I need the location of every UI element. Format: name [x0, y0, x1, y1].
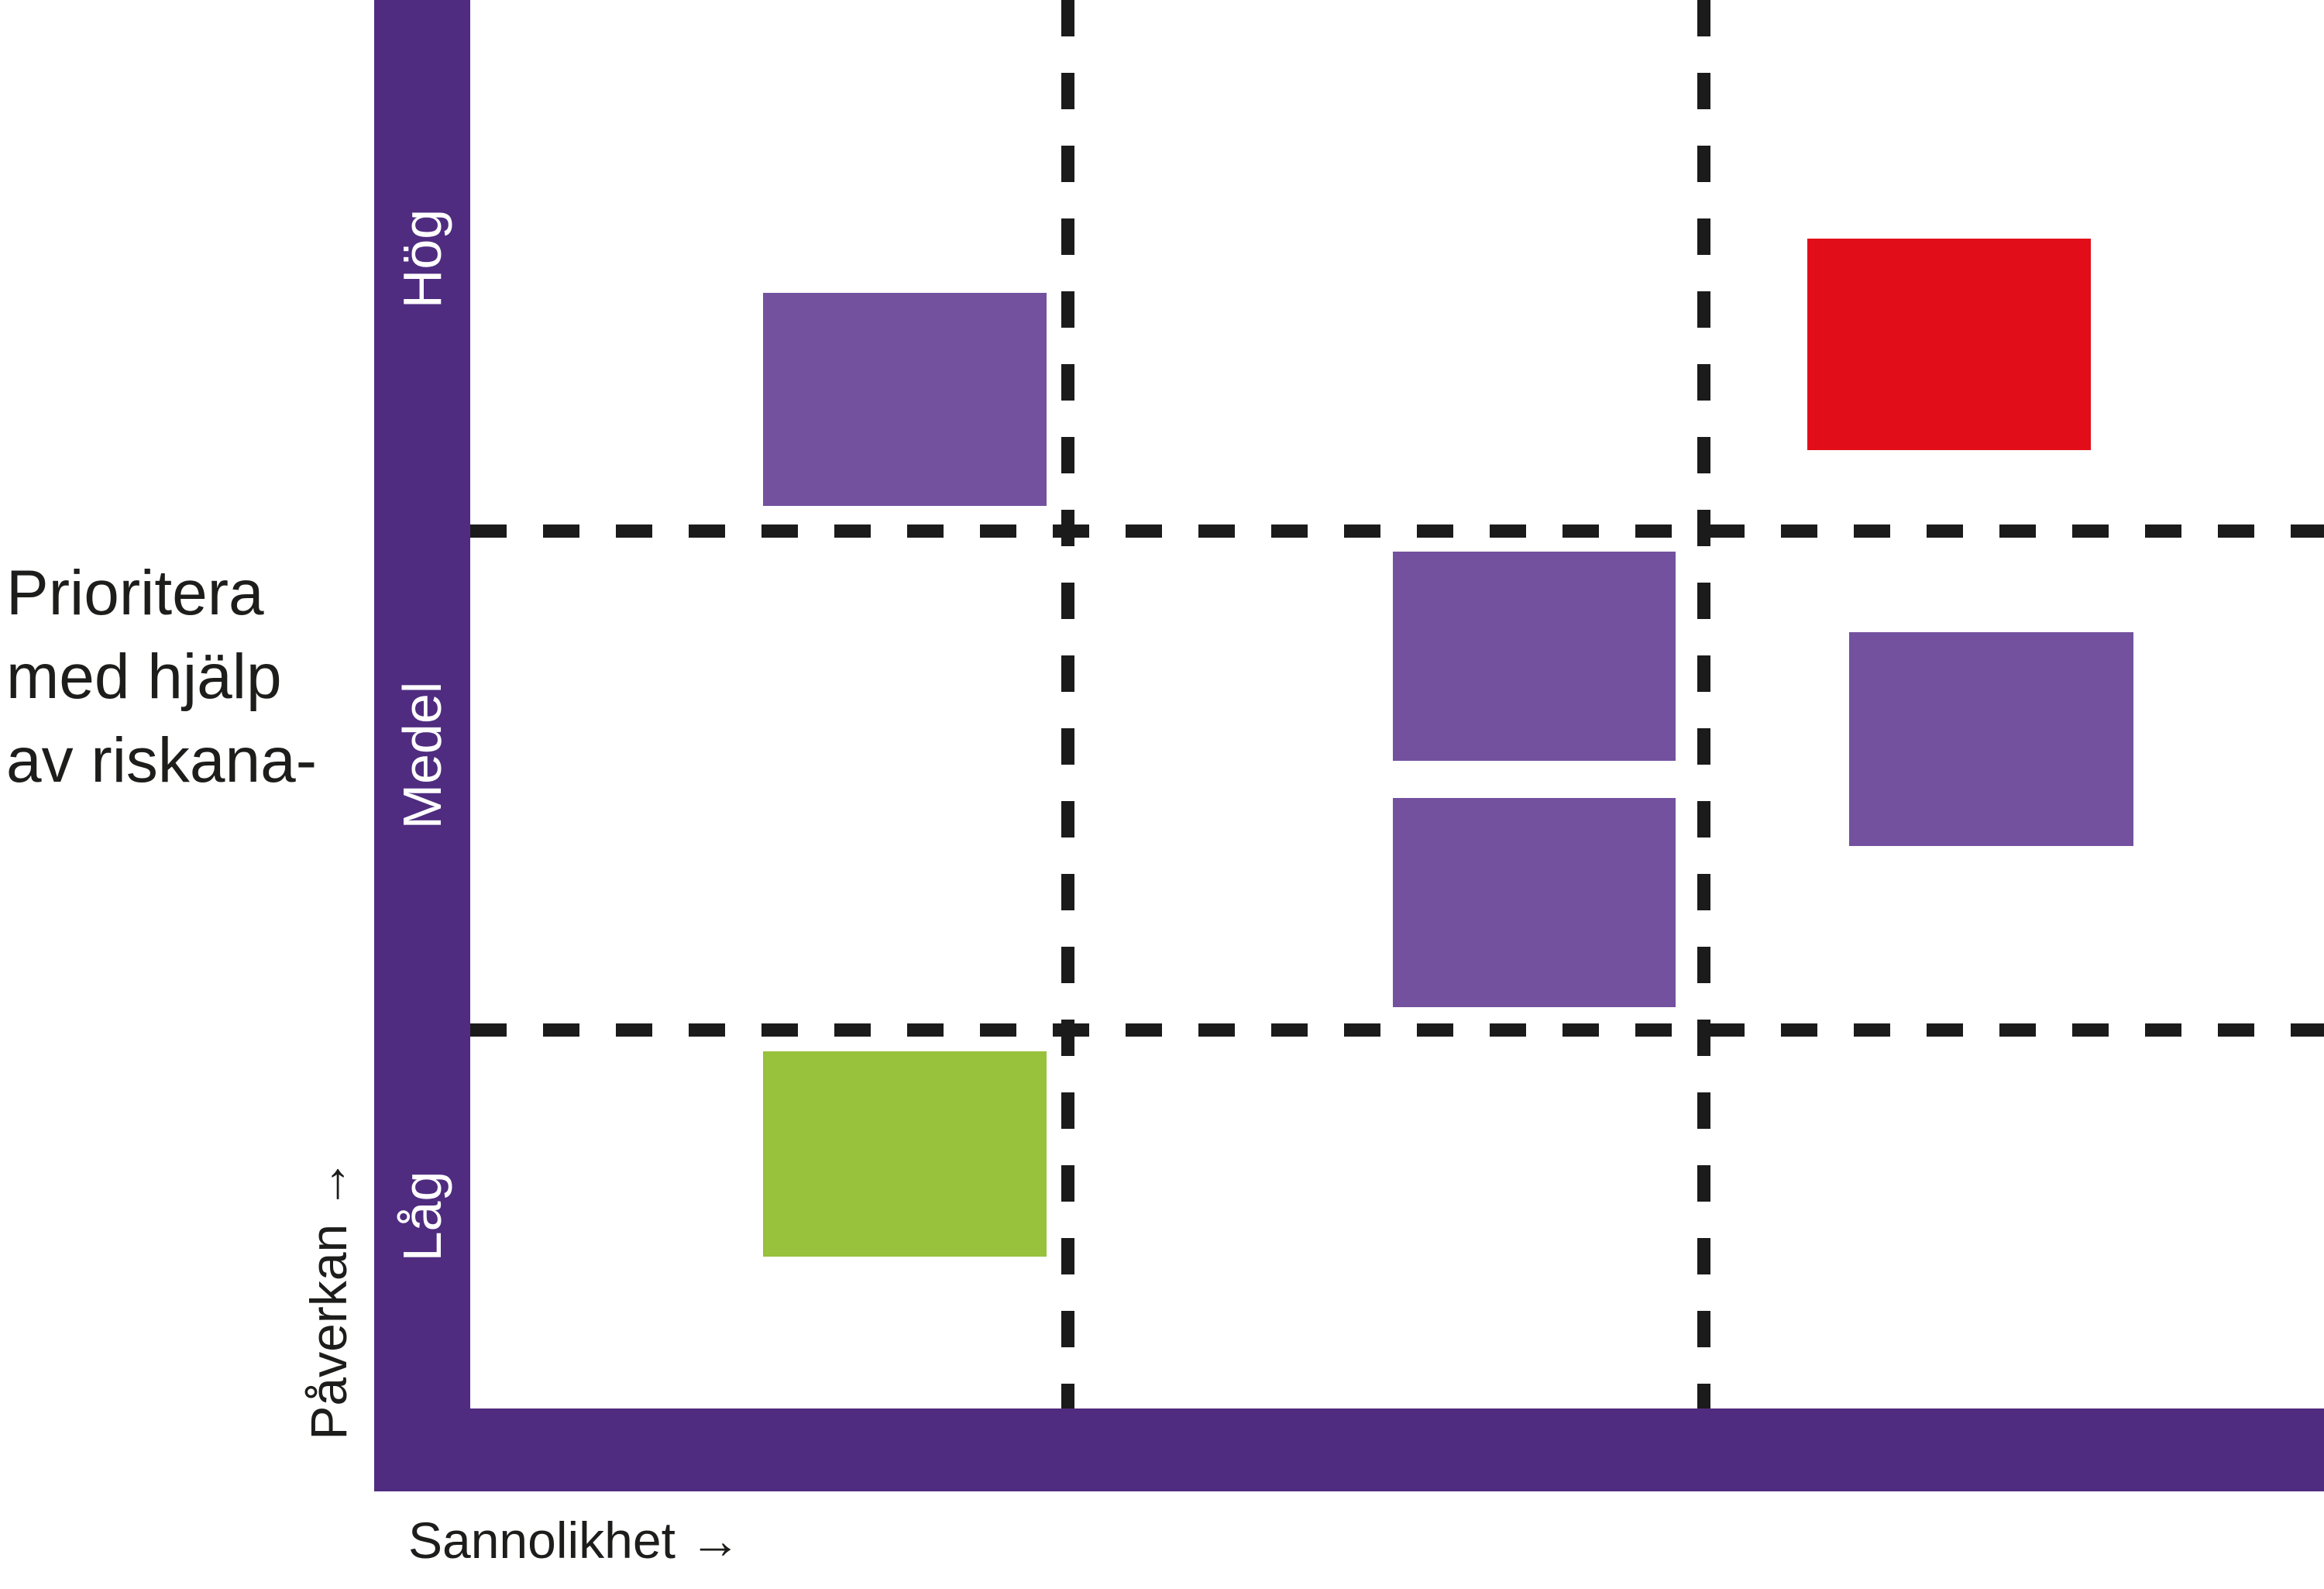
y-tick-hog: Hög	[392, 208, 452, 309]
caption-line-2: med hjälp	[6, 641, 282, 712]
grid-line-horizontal-1	[470, 525, 2324, 538]
caption: Prioritera med hjälp av riskana-	[6, 552, 317, 803]
note-purple-1	[763, 293, 1047, 506]
caption-line-1: Prioritera	[6, 558, 264, 628]
grid-line-vertical-1	[1061, 0, 1074, 1408]
note-red	[1807, 239, 2091, 450]
x-axis-title: Sannolikhet →	[408, 1512, 741, 1569]
y-tick-lag: Låg	[392, 1171, 452, 1262]
grid-line-horizontal-2	[470, 1023, 2324, 1037]
grid-line-vertical-2	[1697, 0, 1710, 1408]
y-axis-title: Påverkan →	[300, 1158, 357, 1440]
y-axis-bar	[374, 0, 470, 1491]
x-axis-bar	[374, 1408, 2324, 1491]
note-purple-3	[1393, 798, 1676, 1007]
note-purple-2	[1393, 552, 1676, 761]
note-green	[763, 1051, 1047, 1257]
y-tick-medel: Medel	[392, 681, 452, 830]
note-purple-4	[1849, 632, 2133, 846]
caption-line-3: av riskana-	[6, 725, 318, 796]
